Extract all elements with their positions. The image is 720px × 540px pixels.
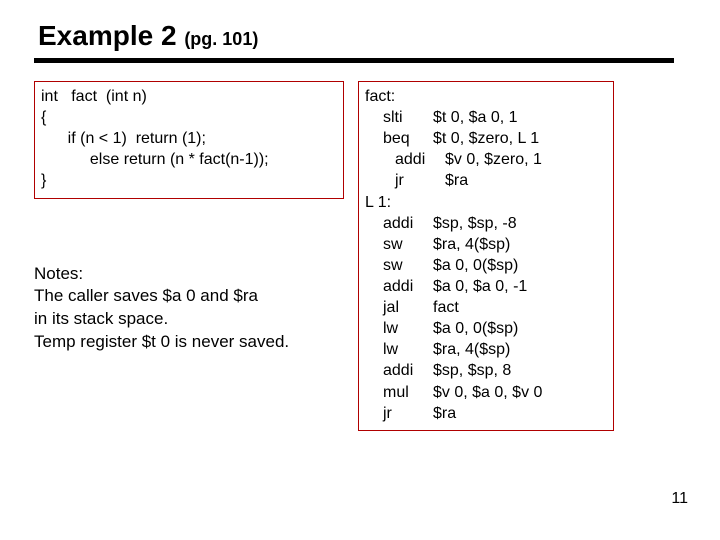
asm-args: $ra bbox=[445, 170, 468, 191]
asm-op: mul bbox=[383, 382, 433, 403]
asm-op: jr bbox=[395, 170, 445, 191]
asm-args: $ra, 4($sp) bbox=[433, 339, 510, 360]
page-number: 11 bbox=[671, 490, 688, 508]
asm-label: L 1: bbox=[365, 192, 391, 213]
asm-op: sw bbox=[383, 234, 433, 255]
asm-op: jal bbox=[383, 297, 433, 318]
asm-op: beq bbox=[383, 128, 433, 149]
asm-args: $sp, $sp, -8 bbox=[433, 213, 517, 234]
notes-text: Notes: The caller saves $a 0 and $ra in … bbox=[34, 263, 344, 355]
asm-op: slti bbox=[383, 107, 433, 128]
asm-op: lw bbox=[383, 339, 433, 360]
asm-args: $v 0, $zero, 1 bbox=[445, 149, 542, 170]
asm-op: addi bbox=[395, 149, 445, 170]
asm-op: addi bbox=[383, 360, 433, 381]
asm-label: fact: bbox=[365, 86, 395, 107]
asm-args: $t 0, $zero, L 1 bbox=[433, 128, 539, 149]
asm-code-box: fact: slti$t 0, $a 0, 1 beq$t 0, $zero, … bbox=[358, 81, 614, 431]
asm-op: addi bbox=[383, 276, 433, 297]
asm-args: $ra bbox=[433, 403, 456, 424]
content-columns: int fact (int n) { if (n < 1) return (1)… bbox=[34, 81, 686, 431]
asm-args: $v 0, $a 0, $v 0 bbox=[433, 382, 542, 403]
asm-op: sw bbox=[383, 255, 433, 276]
title-main: Example 2 bbox=[38, 20, 184, 51]
asm-op: jr bbox=[383, 403, 433, 424]
title-rule bbox=[34, 58, 674, 63]
asm-op: lw bbox=[383, 318, 433, 339]
asm-args: $sp, $sp, 8 bbox=[433, 360, 511, 381]
c-code: int fact (int n) { if (n < 1) return (1)… bbox=[41, 86, 337, 192]
asm-args: $a 0, $a 0, -1 bbox=[433, 276, 527, 297]
asm-code: fact: slti$t 0, $a 0, 1 beq$t 0, $zero, … bbox=[365, 86, 607, 424]
asm-args: $t 0, $a 0, 1 bbox=[433, 107, 518, 128]
asm-args: $a 0, 0($sp) bbox=[433, 255, 518, 276]
title-page-ref: (pg. 101) bbox=[184, 29, 258, 49]
c-code-box: int fact (int n) { if (n < 1) return (1)… bbox=[34, 81, 344, 199]
asm-args: $a 0, 0($sp) bbox=[433, 318, 518, 339]
asm-op: addi bbox=[383, 213, 433, 234]
slide-title: Example 2 (pg. 101) bbox=[38, 20, 686, 52]
asm-args: $ra, 4($sp) bbox=[433, 234, 510, 255]
asm-args: fact bbox=[433, 297, 459, 318]
left-column: int fact (int n) { if (n < 1) return (1)… bbox=[34, 81, 344, 354]
